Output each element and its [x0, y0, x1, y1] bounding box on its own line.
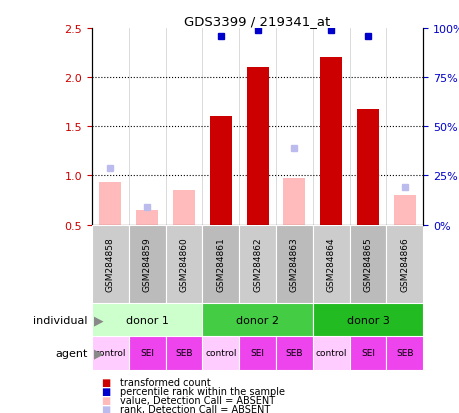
Text: GSM284864: GSM284864 — [326, 237, 335, 292]
Bar — [202, 337, 239, 370]
Text: control: control — [315, 349, 346, 358]
Bar — [92, 337, 129, 370]
Bar — [209, 117, 231, 225]
Bar — [165, 337, 202, 370]
Text: value, Detection Call = ABSENT: value, Detection Call = ABSENT — [119, 395, 274, 405]
Text: donor 1: donor 1 — [125, 315, 168, 325]
Text: SEB: SEB — [395, 349, 413, 358]
Text: ■: ■ — [101, 404, 110, 413]
Text: ▶: ▶ — [94, 313, 104, 327]
Text: ▶: ▶ — [94, 347, 104, 360]
Bar — [275, 225, 312, 304]
Text: donor 2: donor 2 — [235, 315, 279, 325]
Bar — [99, 183, 121, 225]
Bar — [393, 196, 415, 225]
Text: SEB: SEB — [285, 349, 302, 358]
Bar — [312, 337, 349, 370]
Bar — [275, 337, 312, 370]
Bar — [349, 225, 386, 304]
Text: ■: ■ — [101, 395, 110, 405]
Bar — [356, 109, 378, 225]
Bar — [129, 337, 165, 370]
Bar — [92, 225, 129, 304]
Bar — [312, 304, 422, 337]
Text: GSM284858: GSM284858 — [106, 237, 115, 292]
Bar — [319, 58, 341, 225]
Bar — [173, 191, 195, 225]
Bar — [239, 337, 275, 370]
Text: ■: ■ — [101, 377, 110, 387]
Text: GSM284861: GSM284861 — [216, 237, 225, 292]
Bar — [349, 337, 386, 370]
Text: transformed count: transformed count — [119, 377, 210, 387]
Bar — [386, 337, 422, 370]
Bar — [246, 68, 268, 225]
Bar — [283, 179, 305, 225]
Title: GDS3399 / 219341_at: GDS3399 / 219341_at — [184, 15, 330, 28]
Text: SEB: SEB — [175, 349, 192, 358]
Text: SEI: SEI — [140, 349, 154, 358]
Text: control: control — [95, 349, 126, 358]
Text: SEI: SEI — [250, 349, 264, 358]
Text: SEI: SEI — [360, 349, 374, 358]
Text: control: control — [205, 349, 236, 358]
Text: individual: individual — [33, 315, 87, 325]
Text: donor 3: donor 3 — [346, 315, 389, 325]
Text: agent: agent — [55, 348, 87, 358]
Bar — [239, 225, 275, 304]
Bar — [386, 225, 422, 304]
Text: rank, Detection Call = ABSENT: rank, Detection Call = ABSENT — [119, 404, 269, 413]
Bar — [165, 225, 202, 304]
Text: GSM284863: GSM284863 — [289, 237, 298, 292]
Text: GSM284860: GSM284860 — [179, 237, 188, 292]
Bar — [129, 225, 165, 304]
Text: GSM284859: GSM284859 — [142, 237, 151, 292]
Bar — [202, 225, 239, 304]
Bar — [202, 304, 312, 337]
Bar — [312, 225, 349, 304]
Text: percentile rank within the sample: percentile rank within the sample — [119, 386, 284, 396]
Text: ■: ■ — [101, 386, 110, 396]
Text: GSM284865: GSM284865 — [363, 237, 372, 292]
Text: GSM284866: GSM284866 — [399, 237, 409, 292]
Bar — [136, 210, 158, 225]
Text: GSM284862: GSM284862 — [252, 237, 262, 292]
Bar — [92, 304, 202, 337]
